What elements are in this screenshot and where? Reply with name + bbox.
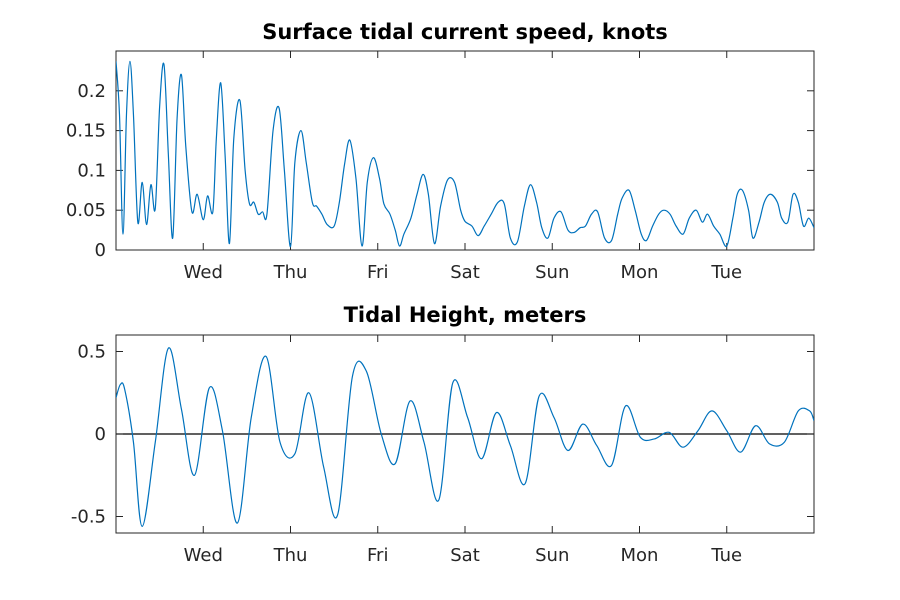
current-speed-series-group [116, 60, 814, 248]
tidal-height-series-line [116, 347, 814, 528]
tidal-height-x-tick-label: Tue [710, 545, 742, 566]
tidal-height-x-tick-label: Thu [273, 545, 308, 566]
tidal-height-x-tick-label: Fri [367, 545, 388, 566]
current-speed-series-line [116, 60, 814, 248]
current-speed-x-ticks: Wed Thu Fri Sat Sun Mon Tue [184, 51, 742, 283]
tidal-height-y-ticks: -0.5 0 0.5 [71, 342, 814, 528]
tidal-height-chart-title: Tidal Height, meters [344, 303, 587, 327]
tidal-height-x-tick-label: Sun [535, 545, 569, 566]
current-speed-x-tick-label: Wed [184, 262, 223, 283]
tidal-height-y-tick-label: -0.5 [71, 507, 106, 528]
current-speed-x-tick-label: Thu [273, 262, 308, 283]
tidal-height-y-tick-label: 0 [95, 424, 106, 445]
current-speed-y-tick-label: 0.05 [66, 200, 106, 221]
tidal-height-x-tick-label: Wed [184, 545, 223, 566]
tidal-height-y-tick-label: 0.5 [77, 342, 106, 363]
current-speed-x-tick-label: Tue [710, 262, 742, 283]
current-speed-y-tick-label: 0.15 [66, 121, 106, 142]
tidal-height-chart: Tidal Height, meters -0.5 0 0.5 Wed Thu Fri S… [71, 303, 815, 566]
current-speed-plot-area [115, 50, 815, 251]
current-speed-y-tick-label: 0.1 [77, 160, 106, 181]
current-speed-x-tick-label: Sun [535, 262, 569, 283]
current-speed-chart-title: Surface tidal current speed, knots [262, 20, 668, 44]
current-speed-x-tick-label: Sat [450, 262, 480, 283]
tidal-height-x-tick-label: Sat [450, 545, 480, 566]
current-speed-y-tick-label: 0.2 [77, 81, 106, 102]
current-speed-x-tick-label: Mon [621, 262, 659, 283]
current-speed-x-tick-label: Fri [367, 262, 388, 283]
tidal-height-series-group [116, 347, 814, 528]
current-speed-chart: Surface tidal current speed, knots 0 0.05… [66, 20, 815, 283]
tidal-height-x-tick-label: Mon [621, 545, 659, 566]
current-speed-y-tick-label: 0 [95, 240, 106, 261]
tidal-height-x-ticks: Wed Thu Fri Sat Sun Mon Tue [184, 335, 742, 566]
current-speed-y-ticks: 0 0.05 0.1 0.15 0.2 [66, 81, 814, 261]
